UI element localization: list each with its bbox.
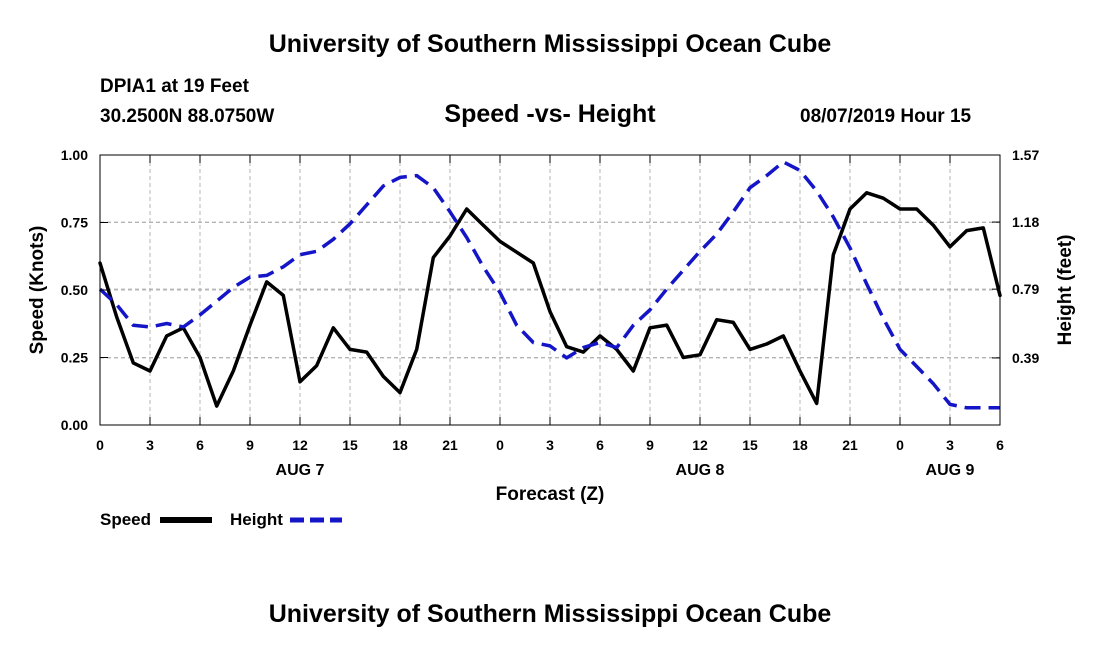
y-tick-label: 0.25: [61, 350, 88, 366]
legend: Speed Height: [100, 510, 342, 529]
x-tick-label: 0: [96, 437, 104, 453]
x-tick-label: 21: [842, 437, 858, 453]
x-tick-label: 3: [146, 437, 154, 453]
y2-tick-label: 0.39: [1012, 350, 1039, 366]
x-tick-label: 3: [546, 437, 554, 453]
x-tick-label: 6: [596, 437, 604, 453]
x-tick-label: 12: [692, 437, 708, 453]
legend-label-height: Height: [230, 510, 283, 529]
date-label: AUG 9: [926, 462, 975, 479]
station-coordinates: 30.2500N 88.0750W: [100, 106, 275, 127]
x-tick-label: 12: [292, 437, 308, 453]
legend-label-speed: Speed: [100, 510, 151, 529]
x-tick-label: 15: [342, 437, 358, 453]
x-tick-label: 15: [742, 437, 758, 453]
y-tick-label: 0.75: [61, 215, 88, 231]
grid: [100, 155, 1000, 425]
x-tick-label: 9: [246, 437, 254, 453]
x-tick-label: 6: [196, 437, 204, 453]
x-tick-label: 9: [646, 437, 654, 453]
y-axis-label: Speed (Knots): [27, 226, 48, 355]
series-line-speed: [98, 191, 1002, 408]
x-tick-label: 21: [442, 437, 458, 453]
y-tick-label: 0.00: [61, 417, 88, 433]
x-tick-label: 0: [896, 437, 904, 453]
series-layer: [98, 160, 1002, 410]
date-label: AUG 7: [276, 462, 325, 479]
y2-tick-label: 1.18: [1012, 214, 1039, 230]
y2-tick-label: 1.57: [1012, 147, 1039, 163]
station-label: DPIA1 at 19 Feet: [100, 76, 249, 97]
axes: 0 3 6 9 12 15 18 21 0 3 6 9 12 15 18 21 0 3 6 0.00 0.25 0.50 0…: [61, 147, 1040, 479]
x-tick-label: 0: [496, 437, 504, 453]
x-axis-label: Forecast (Z): [496, 484, 605, 505]
x-tick-label: 6: [996, 437, 1004, 453]
chart-title: Speed -vs- Height: [444, 100, 656, 128]
y-tick-label: 1.00: [61, 147, 88, 163]
date-label: AUG 8: [676, 462, 725, 479]
y2-tick-label: 0.79: [1012, 281, 1039, 297]
page-title: University of Southern Mississippi Ocean…: [268, 30, 832, 58]
x-tick-label: 18: [792, 437, 808, 453]
y-tick-label: 0.50: [61, 282, 88, 298]
y2-axis-label: Height (feet): [1055, 235, 1076, 346]
footer-title: University of Southern Mississippi Ocean…: [268, 600, 832, 628]
forecast-datetime: 08/07/2019 Hour 15: [800, 106, 972, 127]
x-tick-label: 3: [946, 437, 954, 453]
x-tick-label: 18: [392, 437, 408, 453]
series-line-height: [98, 160, 1000, 410]
